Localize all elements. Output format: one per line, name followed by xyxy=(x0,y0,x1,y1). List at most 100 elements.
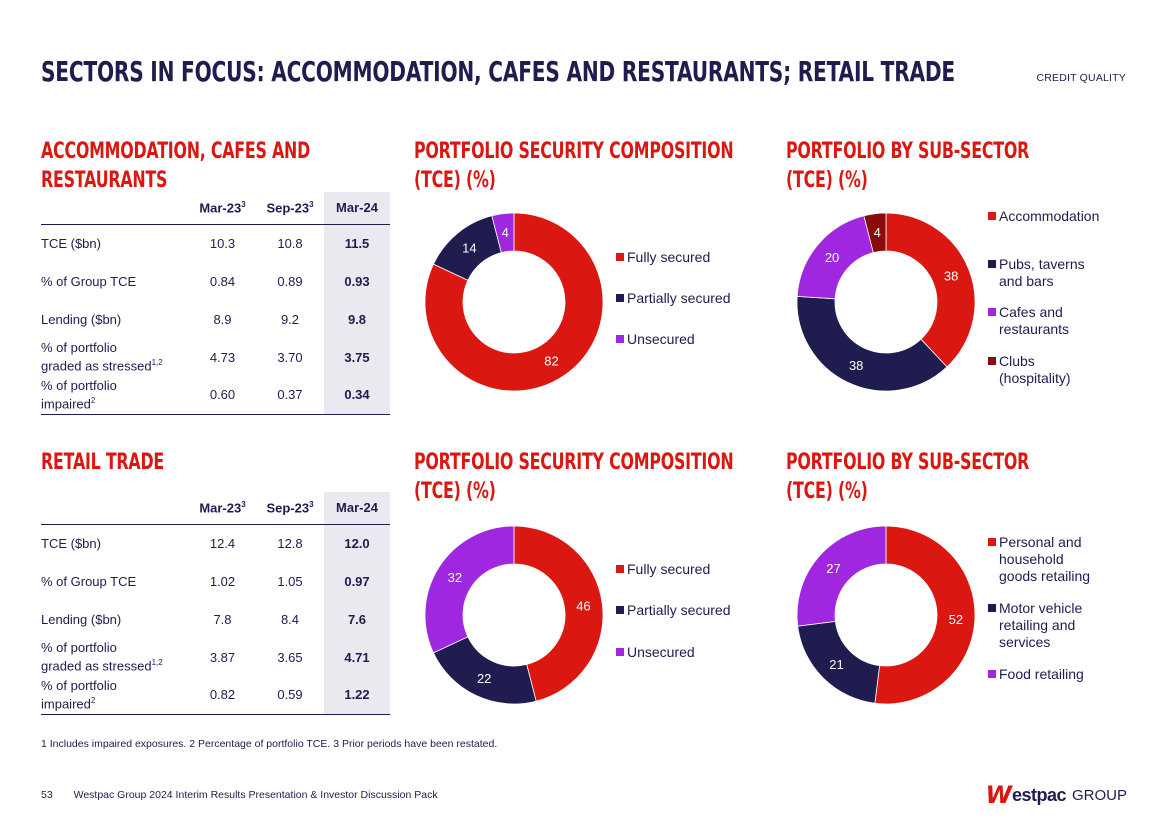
legend-label: Clubs xyxy=(999,353,1035,369)
logo-group: GROUP xyxy=(1071,786,1127,804)
legend-swatch xyxy=(988,670,996,678)
table-header-row: Mar-233 Sep-233 Mar-24 xyxy=(41,192,390,224)
legend-swatch xyxy=(988,212,996,220)
cell: 3.75 xyxy=(324,338,390,376)
chart-title-line: PORTFOLIO SECURITY COMPOSITION xyxy=(414,450,734,475)
chart-title-acr-subsector: PORTFOLIO BY SUB-SECTOR (TCE) (%) xyxy=(786,137,1029,195)
table-row: Lending ($bn) 7.8 8.4 7.6 xyxy=(41,600,390,638)
legend-item: Partially secured xyxy=(616,602,731,619)
row-label: % of portfolio impaired2 xyxy=(41,378,117,412)
cell: 12.4 xyxy=(209,535,236,551)
table-row: TCE ($bn) 12.4 12.8 12.0 xyxy=(41,524,390,562)
cell: 1.22 xyxy=(324,676,390,714)
table-row: % of Group TCE 0.84 0.89 0.93 xyxy=(41,262,390,300)
slice-fully-secured xyxy=(424,212,604,392)
legend-item: Fully secured xyxy=(616,561,710,578)
legend-item: Unsecured xyxy=(616,331,695,348)
table-row: Lending ($bn) 8.9 9.2 9.8 xyxy=(41,300,390,338)
cell: 0.60 xyxy=(209,387,236,403)
legend-label: Food retailing xyxy=(999,666,1084,682)
legend-label: and bars xyxy=(999,273,1054,289)
cell: 12.8 xyxy=(277,535,303,551)
legend-label: Unsecured xyxy=(627,331,695,347)
legend-swatch xyxy=(988,604,996,612)
cell: 11.5 xyxy=(324,224,390,262)
cell: 1.05 xyxy=(277,573,303,589)
legend-swatch xyxy=(988,260,996,268)
cell: 0.82 xyxy=(209,687,236,703)
table-row: % of portfolio impaired2 0.82 0.59 1.22 xyxy=(41,676,390,714)
col-header: Mar-233 xyxy=(199,500,246,516)
legend-swatch xyxy=(616,253,624,261)
slice-accommodation xyxy=(885,212,976,368)
footnote: 1 Includes impaired exposures. 2 Percent… xyxy=(41,738,498,750)
table-row: % of Group TCE 1.02 1.05 0.97 xyxy=(41,562,390,600)
cell: 9.8 xyxy=(324,300,390,338)
chart-title-acr-security: PORTFOLIO SECURITY COMPOSITION (TCE) (%) xyxy=(414,137,734,195)
donut-chart-acr-subsector: 38 38 20 4 xyxy=(796,212,976,392)
col-header: Mar-24 xyxy=(324,192,390,224)
donut-chart-acr-security: 82 14 4 xyxy=(424,212,604,392)
legend-label: Motor vehicle xyxy=(999,600,1083,616)
cell: 1.02 xyxy=(209,573,236,589)
data-label: 21 xyxy=(829,657,843,672)
cell: 3.65 xyxy=(277,649,303,665)
row-label: Lending ($bn) xyxy=(41,311,122,327)
logo-mark: W xyxy=(985,781,1012,809)
cell: 7.6 xyxy=(324,600,390,638)
chart-title-line: (TCE) (%) xyxy=(786,168,868,193)
col-header: Mar-233 xyxy=(199,200,246,216)
legend-swatch xyxy=(988,538,996,546)
row-label: % of portfolio graded as stressed1,2 xyxy=(41,640,163,674)
col-header: Sep-233 xyxy=(266,200,314,216)
legend-item: Partially secured xyxy=(616,290,731,307)
legend-item: Clubs (hospitality) xyxy=(988,353,1071,387)
chart-title-line: (TCE) (%) xyxy=(414,479,496,504)
cell: 4.71 xyxy=(324,638,390,676)
acr-title-line1: ACCOMMODATION, CAFES AND xyxy=(41,139,311,164)
legend-label: (hospitality) xyxy=(999,370,1071,386)
acr-title-line2: RESTAURANTS xyxy=(41,168,168,193)
cell: 0.97 xyxy=(324,562,390,600)
data-label: 82 xyxy=(544,354,558,369)
legend-label: Partially secured xyxy=(627,290,731,306)
slice-clubs-hospitality xyxy=(863,212,887,254)
legend-swatch xyxy=(616,648,624,656)
table-header-row: Mar-233 Sep-233 Mar-24 xyxy=(41,492,390,524)
data-label: 38 xyxy=(944,269,958,284)
acr-title: ACCOMMODATION, CAFES AND RESTAURANTS xyxy=(41,137,310,195)
row-label: TCE ($bn) xyxy=(41,235,101,251)
data-label: 32 xyxy=(448,570,462,585)
legend-retail-subsector: Personal and household goods retailing Moto… xyxy=(988,514,1128,694)
legend-label: Accommodation xyxy=(999,208,1100,224)
row-label: % of Group TCE xyxy=(41,273,137,289)
cell: 3.87 xyxy=(209,649,236,665)
col-header: Mar-24 xyxy=(324,492,390,524)
legend-label: Partially secured xyxy=(627,602,731,618)
legend-swatch xyxy=(616,606,624,614)
section-tag: CREDIT QUALITY xyxy=(1036,72,1126,84)
chart-title-line: PORTFOLIO BY SUB-SECTOR xyxy=(786,139,1030,164)
data-label: 4 xyxy=(502,225,509,240)
chart-title-line: (TCE) (%) xyxy=(786,479,868,504)
data-label: 22 xyxy=(477,671,491,686)
row-label: % of Group TCE xyxy=(41,573,137,589)
data-label: 38 xyxy=(849,358,863,373)
page-title: SECTORS IN FOCUS: ACCOMMODATION, CAFES A… xyxy=(41,55,955,88)
cell: 10.3 xyxy=(209,235,236,251)
chart-title-line: PORTFOLIO SECURITY COMPOSITION xyxy=(414,139,734,164)
table-row: % of portfolio graded as stressed1,2 3.87… xyxy=(41,638,390,676)
slice-fully-secured xyxy=(513,525,604,702)
legend-acr-security: Fully secured Partially secured Unsecured xyxy=(616,201,766,361)
cell: 8.4 xyxy=(280,611,300,627)
slice-personal-and-household-goods-retailing xyxy=(874,525,976,705)
cell: 12.0 xyxy=(324,524,390,562)
legend-label: Cafes and xyxy=(999,304,1063,320)
legend-swatch xyxy=(616,565,624,573)
cell: 3.70 xyxy=(277,349,303,365)
legend-label: services xyxy=(999,634,1051,650)
cell: 0.93 xyxy=(324,262,390,300)
donut-chart-retail-security: 46 22 32 xyxy=(424,525,604,705)
legend-item: Fully secured xyxy=(616,249,710,266)
